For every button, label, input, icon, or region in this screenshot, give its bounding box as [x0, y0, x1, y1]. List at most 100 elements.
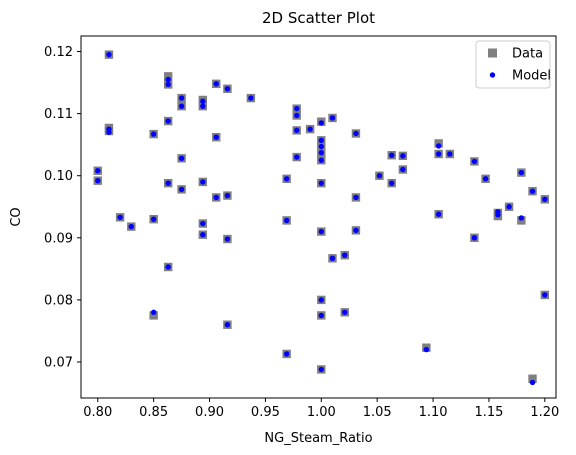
- model-point: [518, 215, 525, 221]
- model-point: [178, 103, 185, 109]
- legend-label-model: Model: [512, 69, 551, 84]
- model-point: [389, 180, 395, 186]
- y-axis-label: CO: [9, 207, 24, 226]
- model-point: [389, 152, 395, 158]
- y-tick-label: 0.07: [44, 355, 73, 370]
- x-tick-label: 1.20: [530, 405, 559, 420]
- model-point: [106, 51, 112, 58]
- y-tick-label: 0.12: [44, 45, 73, 60]
- model-point: [471, 235, 478, 241]
- model-point: [165, 81, 171, 88]
- data-point: [528, 374, 537, 383]
- model-point: [376, 173, 383, 179]
- model-point: [329, 115, 336, 121]
- model-point: [542, 196, 548, 203]
- chart-title: 2D Scatter Plot: [262, 9, 375, 27]
- model-point: [128, 223, 134, 230]
- plot-frame: [80, 35, 557, 399]
- model-point: [294, 154, 300, 160]
- model-point: [224, 192, 231, 199]
- legend-label-data: Data: [512, 47, 543, 62]
- model-point: [165, 118, 171, 124]
- model-point: [318, 180, 324, 186]
- model-point: [178, 155, 185, 162]
- model-point: [165, 76, 171, 83]
- model-point: [283, 217, 290, 224]
- y-tick-label: 0.08: [44, 293, 73, 308]
- model-point: [150, 131, 157, 137]
- model-point: [283, 176, 290, 182]
- model-point: [248, 95, 254, 101]
- model-point: [423, 346, 430, 353]
- model-point: [178, 186, 185, 193]
- x-tick-label: 0.85: [139, 405, 168, 420]
- model-point: [318, 120, 324, 126]
- x-tick-label: 0.95: [251, 405, 280, 420]
- legend-marker-model: [489, 72, 496, 78]
- model-point: [318, 143, 324, 150]
- legend: Data Model: [475, 40, 551, 89]
- model-point: [283, 351, 290, 357]
- model-point: [106, 129, 112, 135]
- model-point: [224, 322, 231, 328]
- model-point: [165, 180, 171, 186]
- model-point: [200, 103, 206, 109]
- model-point: [435, 211, 442, 217]
- model-point: [435, 151, 442, 157]
- model-point: [518, 169, 525, 176]
- model-point: [318, 157, 324, 163]
- model-point: [353, 194, 359, 201]
- legend-marker-data: [488, 48, 497, 58]
- model-point: [294, 112, 300, 119]
- data-point: [163, 72, 173, 81]
- model-point: [529, 379, 536, 386]
- x-tick-label: 1.10: [419, 405, 448, 420]
- model-point: [178, 95, 185, 101]
- model-point: [95, 168, 101, 174]
- axes: 0.80 0.85 0.90 0.95 1.00 1.05 1.10 1.15 1.20 0.07…: [44, 35, 559, 420]
- model-point: [482, 176, 489, 182]
- model-point: [200, 231, 206, 238]
- model-point: [150, 216, 157, 222]
- model-point: [200, 220, 206, 227]
- model-point: [318, 228, 324, 235]
- model-point: [400, 166, 406, 173]
- model-point: [200, 98, 206, 104]
- x-tick-label: 1.15: [474, 405, 503, 420]
- model-point: [400, 153, 406, 159]
- model-point: [224, 86, 231, 92]
- x-tick-label: 0.90: [195, 405, 224, 420]
- model-point: [342, 252, 348, 258]
- model-point: [353, 227, 359, 234]
- plot-area: [93, 50, 550, 386]
- model-point: [506, 204, 512, 210]
- model-point: [213, 81, 219, 87]
- model-point: [318, 150, 324, 156]
- model-point: [117, 214, 123, 221]
- model-point: [342, 309, 348, 316]
- model-point: [318, 312, 324, 319]
- model-point: [529, 188, 536, 194]
- y-tick-label: 0.11: [44, 107, 73, 122]
- model-point: [307, 126, 313, 132]
- model-point: [95, 177, 101, 184]
- model-point: [542, 292, 548, 298]
- model-point: [213, 134, 219, 140]
- model-point: [224, 236, 231, 242]
- model-point: [329, 255, 336, 261]
- x-tick-label: 0.80: [83, 405, 112, 420]
- model-point: [447, 151, 453, 157]
- model-point: [213, 194, 219, 201]
- model-point: [318, 137, 324, 144]
- y-tick-label: 0.10: [44, 169, 73, 184]
- model-point: [294, 105, 300, 112]
- data-point: [149, 311, 158, 320]
- model-point: [150, 309, 157, 316]
- model-point: [294, 127, 300, 134]
- x-tick-label: 1.00: [307, 405, 336, 420]
- model-point: [165, 264, 171, 270]
- model-point: [353, 130, 359, 137]
- x-tick-label: 1.05: [363, 405, 392, 420]
- model-point: [318, 366, 324, 373]
